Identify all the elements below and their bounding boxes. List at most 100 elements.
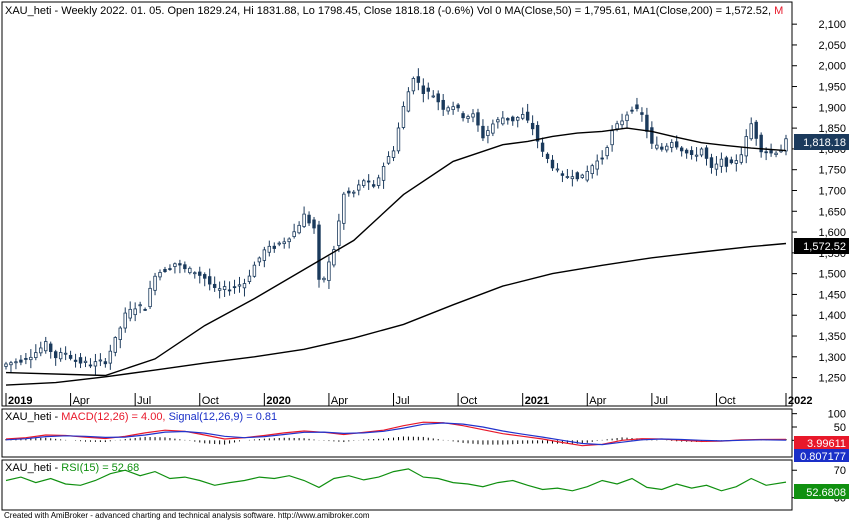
candle-body — [357, 184, 361, 191]
x-tick-label: Jul — [654, 395, 668, 407]
candle-body — [560, 173, 565, 176]
x-tick-label: Apr — [331, 395, 348, 407]
candle-body — [784, 138, 788, 152]
candle-body — [242, 283, 247, 289]
macd-y-tick-label: 50 — [834, 422, 846, 434]
candle-body — [237, 284, 242, 287]
price-y-tick-label: 1,500 — [818, 269, 846, 281]
candle-body — [411, 78, 416, 92]
candle-body — [58, 352, 63, 360]
last-price-badge: 1,818.18 — [794, 134, 849, 150]
candle-body — [754, 121, 758, 139]
candle-body — [486, 130, 490, 136]
rsi-header-value: RSI(15) = 52.68 — [61, 462, 139, 474]
signal-value-badge: 0.807177 — [794, 449, 849, 463]
price-y-tick-label: 1,950 — [818, 82, 846, 94]
candle-body — [362, 180, 366, 186]
candle-body — [694, 154, 699, 157]
candle-body — [719, 158, 724, 167]
candle-body — [406, 91, 411, 112]
candle-body — [222, 286, 227, 290]
price-header-ma1: MA1(Close,200) = 1,572.52, — [633, 5, 774, 17]
macd-panel-frame — [1, 408, 793, 458]
candle-body — [24, 358, 28, 360]
rsi-panel-frame — [1, 459, 793, 511]
price-y-tick-label: 1,600 — [818, 227, 846, 239]
candle-body — [436, 93, 440, 103]
candle-body — [366, 180, 371, 183]
candle-body — [620, 120, 624, 126]
svg-text:52.6808: 52.6808 — [806, 487, 846, 499]
macd-header-signal: Signal(12,26,9) = 0.81 — [169, 411, 278, 423]
candle-body — [729, 159, 734, 164]
candle-body — [138, 304, 142, 307]
price-y-tick-label: 1,700 — [818, 185, 846, 197]
candle-body — [600, 157, 604, 160]
x-tick-label: Apr — [73, 395, 90, 407]
candle-body — [724, 157, 729, 167]
macd-y-tick-label: 100 — [828, 409, 846, 421]
candle-body — [342, 193, 346, 224]
candle-body — [431, 95, 435, 98]
price-y-tick-label: 1,750 — [818, 165, 846, 177]
x-tick-label: Jul — [137, 395, 151, 407]
candle-body — [9, 362, 13, 366]
candle-body — [520, 114, 525, 119]
candle-body — [540, 142, 545, 152]
candle-body — [491, 123, 495, 134]
candlestick-series — [4, 68, 788, 375]
candle-body — [371, 184, 376, 187]
candle-body — [675, 141, 679, 148]
candle-body — [421, 85, 426, 94]
ma200-badge: 1,572.52 — [794, 238, 849, 254]
candle-body — [555, 168, 560, 171]
candle-body — [217, 288, 222, 291]
candle-body — [655, 144, 659, 149]
candle-body — [545, 153, 550, 159]
candle-body — [535, 124, 540, 142]
price-y-tick-label: 1,850 — [818, 123, 846, 135]
rsi-y-tick-label: 70 — [834, 465, 846, 477]
candle-body — [198, 271, 202, 276]
candle-body — [292, 231, 296, 237]
svg-text:0.807177: 0.807177 — [800, 451, 846, 463]
candle-body — [426, 87, 430, 92]
candle-body — [476, 112, 480, 126]
candle-body — [640, 112, 644, 115]
candle-body — [247, 275, 252, 283]
candle-body — [322, 277, 326, 281]
candle-body — [734, 160, 739, 164]
rsi-header: XAU_heti - RSI(15) = 52.68 — [5, 462, 139, 474]
candle-body — [227, 289, 232, 292]
candle-body — [352, 191, 356, 194]
candle-body — [769, 150, 773, 154]
candle-body — [516, 117, 520, 121]
candle-body — [128, 308, 132, 319]
ma200-line — [5, 242, 787, 386]
macd-header-macd: MACD(12,26) = 4.00, — [61, 411, 168, 423]
candle-body — [93, 361, 98, 367]
footer-credit: Created with AmiBroker - advanced charti… — [4, 511, 370, 520]
candle-body — [739, 154, 743, 163]
price-header-ma: MA(Close,50) = 1,795.61, — [504, 5, 633, 17]
candle-body — [774, 152, 778, 156]
candle-body — [302, 213, 306, 227]
price-y-tick-label: 1,450 — [818, 289, 846, 301]
candle-body — [203, 274, 207, 279]
candle-body — [744, 136, 748, 157]
candle-body — [501, 117, 505, 125]
candle-body — [585, 170, 589, 181]
candle-body — [605, 147, 609, 157]
candle-body — [650, 127, 654, 144]
candle-body — [83, 360, 88, 363]
candle-body — [530, 122, 535, 130]
candle-body — [267, 245, 272, 253]
candle-body — [113, 337, 117, 353]
candle-body — [53, 351, 58, 359]
candle-body — [441, 99, 445, 110]
candle-body — [272, 245, 276, 249]
price-y-tick-label: 1,300 — [818, 352, 846, 364]
candle-body — [401, 105, 406, 128]
candle-body — [337, 220, 341, 246]
candle-body — [98, 359, 103, 362]
